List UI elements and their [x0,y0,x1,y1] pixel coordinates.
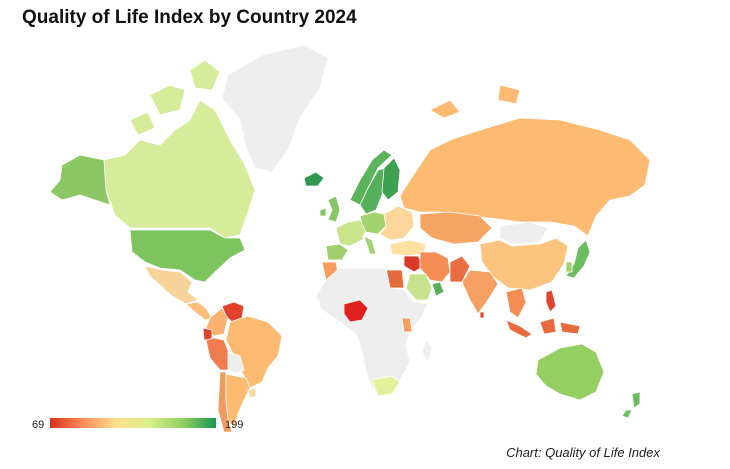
region-brazil[interactable]: Brazil [225,315,283,389]
region-indonesia[interactable]: Indonesia [505,317,581,339]
region-western-europe[interactable]: Western Europe [335,219,369,247]
region-central-europe[interactable]: Central Europe [359,211,387,255]
region-middle-east[interactable]: Iran [403,255,425,273]
region-sri-lanka[interactable]: Sri Lanka [479,311,485,319]
region-colombia[interactable]: Colombia [205,307,229,337]
region-nigeria[interactable]: Nigeria [343,299,369,323]
chart-title: Quality of Life Index by Country 2024 [22,7,357,28]
chart-credit: Chart: Quality of Life Index [506,445,660,460]
region-kenya[interactable]: Kenya [401,317,413,333]
region-iceland[interactable]: Iceland [303,171,325,187]
region-iberia[interactable]: Iberia [325,243,349,261]
legend-gradient-bar [50,418,216,428]
region-united-kingdom[interactable]: United Kingdom [319,195,341,223]
region-south-korea[interactable]: South Korea [565,261,573,273]
region-ecuador[interactable]: Peru [202,327,213,341]
region-greenland[interactable]: Greenland [221,44,329,173]
region-eastern-europe[interactable]: Eastern Europe [379,205,415,241]
region-africa-no-data[interactable]: Africa (no data) [315,267,433,393]
region-united-states[interactable]: United States [129,229,246,283]
region-alaska[interactable]: Alaska [49,154,111,206]
region-south-africa[interactable]: South Africa [371,375,401,397]
region-australia[interactable]: Australia [535,343,605,401]
region-uruguay[interactable]: Uruguay [247,387,257,399]
region-mongolia[interactable]: Mongolia [499,221,549,245]
region-saudi-arabia[interactable]: Saudi Arabia [405,273,433,301]
region-central-america[interactable]: Central America [185,301,213,321]
legend-min-label: 69 [32,419,45,431]
region-iran[interactable]: Middle East [419,251,451,283]
region-argentina[interactable]: Argentina [225,373,251,429]
region-finland[interactable]: Finland [381,157,401,201]
region-india[interactable]: India [461,269,499,315]
region-russia[interactable]: Russia [399,84,651,237]
region-peru[interactable]: Ecuador [205,337,231,371]
legend-max-label: 199 [225,419,244,431]
region-canada[interactable]: Canada [103,59,256,239]
region-philippines[interactable]: Philippines [545,289,557,313]
region-southeast-asia[interactable]: Southeast Asia [505,287,527,319]
region-pakistan[interactable]: Pakistan [449,255,471,283]
region-new-zealand[interactable]: New Zealand [621,391,641,419]
region-arabian-gulf[interactable]: Arabian Gulf [431,281,445,297]
region-kazakhstan[interactable]: Kazakhstan [419,211,493,245]
region-mexico[interactable]: Mexico [144,265,199,305]
region-bolivia[interactable]: Bolivia [227,351,245,375]
